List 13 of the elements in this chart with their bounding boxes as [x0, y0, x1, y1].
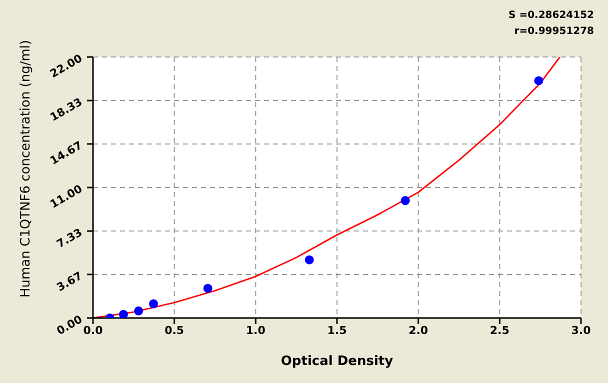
y-tick-label: 0.00 — [54, 312, 85, 338]
text: r=0.99951278 — [513, 25, 594, 39]
x-tick-label: 2.0 — [408, 324, 428, 337]
x-axis-title: Optical Density — [280, 354, 394, 369]
y-axis-title: Human C1QTNF6 concentration (ng/ml) — [18, 40, 34, 298]
x-tick-label: 0.0 — [83, 324, 104, 337]
x-tick-label: 1.5 — [327, 324, 347, 337]
x-tick-label: 3.0 — [571, 324, 592, 337]
y-tick-label: 7.33 — [54, 226, 84, 251]
x-tick-label: 2.5 — [490, 324, 510, 337]
text: S =0.28624152 — [508, 9, 594, 23]
x-tick-label: 1.0 — [246, 324, 266, 337]
x-tick-label: 0.5 — [164, 324, 184, 337]
